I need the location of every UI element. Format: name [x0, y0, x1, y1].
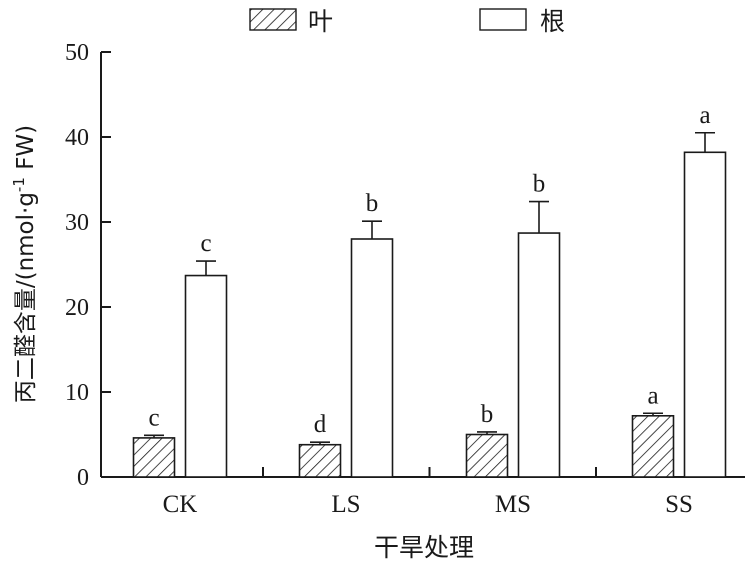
- y-tick-label: 40: [65, 125, 89, 151]
- bar-ck-s1: [132, 437, 176, 478]
- x-tick-label: CK: [163, 491, 198, 518]
- significance-letter: b: [533, 171, 546, 198]
- legend-label-root: 根: [540, 7, 565, 36]
- legend-swatch-root: [479, 8, 527, 31]
- legend: 叶 根: [249, 7, 565, 36]
- significance-letter: a: [699, 102, 710, 129]
- significance-letter: c: [148, 404, 159, 431]
- legend-swatch-leaf: [249, 8, 297, 31]
- significance-letter: d: [314, 411, 327, 438]
- x-tick-label: MS: [495, 491, 531, 518]
- y-tick-label: 50: [65, 40, 89, 66]
- y-axis-title: 丙二醛含量/(nmol·g-1 FW): [10, 125, 39, 403]
- significance-letter: b: [366, 190, 379, 217]
- bars: c d b a c b b a: [132, 102, 727, 478]
- bar-ck-s2: [184, 274, 228, 478]
- legend-label-leaf: 叶: [308, 7, 333, 36]
- y-tick-label: 20: [65, 295, 89, 321]
- significance-letter: c: [200, 230, 211, 257]
- bar-ss-s2: [683, 151, 727, 478]
- x-tick-label: SS: [665, 491, 693, 518]
- bar-ms-s1: [465, 433, 509, 478]
- significance-letter: a: [647, 382, 658, 409]
- significance-letter: b: [481, 401, 494, 428]
- bar-ms-s2: [517, 232, 561, 478]
- y-tick-label: 30: [65, 210, 89, 236]
- y-tick-label: 0: [77, 465, 89, 491]
- y-tick-label: 10: [65, 380, 89, 406]
- axes: 0 10 20 30 40 50 CK LS MS SS: [65, 40, 745, 518]
- bar-ss-s1: [631, 414, 675, 478]
- bar-ls-s1: [298, 443, 342, 478]
- x-tick-label: LS: [331, 491, 360, 518]
- x-axis-title: 干旱处理: [374, 533, 474, 562]
- bar-ls-s2: [350, 238, 394, 478]
